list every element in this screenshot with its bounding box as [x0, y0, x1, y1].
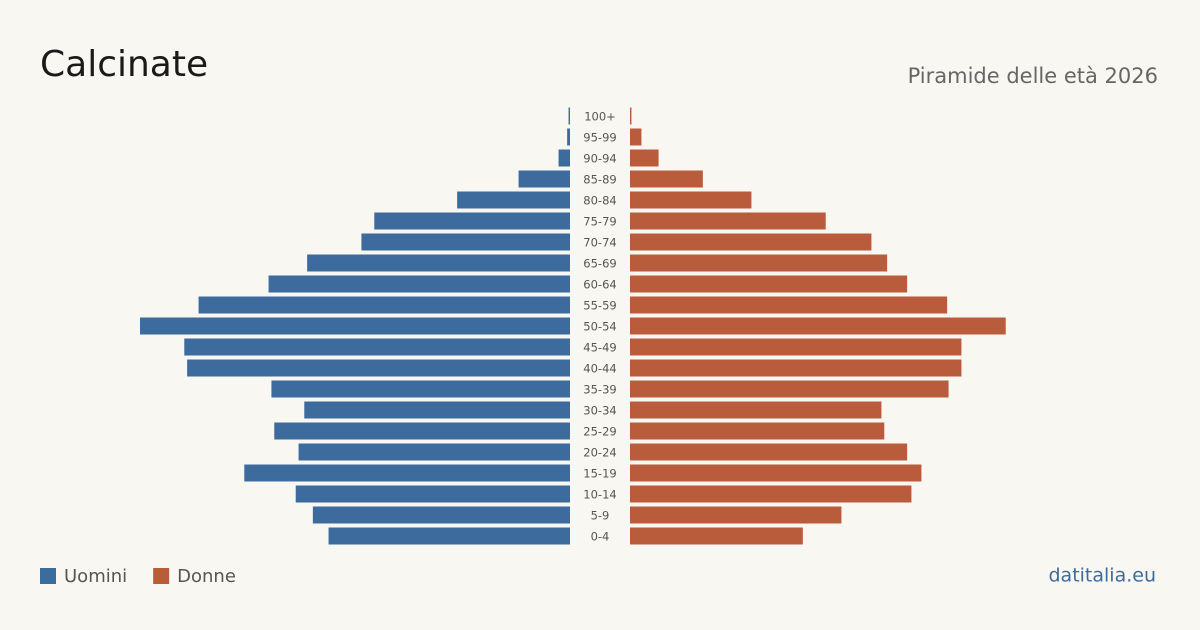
chart-title: Calcinate — [40, 44, 208, 85]
age-label: 40-44 — [583, 362, 616, 376]
age-label: 0-4 — [591, 530, 610, 544]
age-label: 70-74 — [583, 236, 616, 250]
age-label: 60-64 — [583, 278, 616, 292]
age-label: 55-59 — [583, 299, 616, 313]
legend-swatch — [40, 568, 56, 584]
bar — [630, 506, 842, 524]
bar — [274, 422, 570, 440]
age-label: 45-49 — [583, 341, 616, 355]
age-label: 50-54 — [583, 320, 616, 334]
bar — [630, 233, 872, 251]
bar — [630, 401, 882, 419]
bar — [630, 191, 752, 209]
age-label: 35-39 — [583, 383, 616, 397]
bar — [630, 296, 948, 314]
bar — [328, 527, 570, 545]
bar — [630, 149, 659, 167]
bar — [307, 254, 570, 272]
bar — [630, 359, 962, 377]
age-label: 95-99 — [583, 131, 616, 145]
age-label: 20-24 — [583, 446, 616, 460]
source: datitalia.eu — [1049, 565, 1157, 587]
bar — [630, 422, 885, 440]
bar — [567, 128, 570, 146]
bar — [630, 107, 632, 125]
age-label: 100+ — [584, 110, 616, 124]
age-label: 90-94 — [583, 152, 616, 166]
age-label: 80-84 — [583, 194, 616, 208]
bar — [630, 527, 803, 545]
age-label: 15-19 — [583, 467, 616, 481]
bar — [187, 359, 570, 377]
bar — [630, 380, 949, 398]
age-label: 5-9 — [591, 509, 610, 523]
legend-label: Donne — [177, 566, 236, 587]
bar — [630, 254, 888, 272]
age-label: 25-29 — [583, 425, 616, 439]
bar — [268, 275, 570, 293]
age-label: 10-14 — [583, 488, 616, 502]
bar — [558, 149, 570, 167]
bar — [244, 464, 571, 482]
bar — [140, 317, 570, 335]
bar — [630, 275, 908, 293]
age-label: 65-69 — [583, 257, 616, 271]
legend-swatch — [153, 568, 170, 584]
bar — [271, 380, 570, 398]
bar — [298, 443, 570, 461]
bar — [295, 485, 570, 503]
bar — [304, 401, 570, 419]
bar — [630, 317, 1006, 335]
bar — [630, 464, 922, 482]
bar — [374, 212, 570, 230]
bar — [361, 233, 570, 251]
bar — [630, 170, 703, 188]
age-label: 85-89 — [583, 173, 616, 187]
bar — [184, 338, 571, 356]
bar — [630, 128, 642, 146]
bar — [630, 212, 826, 230]
chart-subtitle: Piramide delle età 2026 — [908, 64, 1158, 88]
bar — [312, 506, 570, 524]
age-label: 75-79 — [583, 215, 616, 229]
bar — [568, 107, 570, 125]
age-label: 30-34 — [583, 404, 616, 418]
bar — [630, 443, 908, 461]
bar — [457, 191, 570, 209]
legend-label: Uomini — [64, 566, 127, 587]
bar — [198, 296, 571, 314]
bar — [630, 338, 962, 356]
bar — [518, 170, 570, 188]
bar — [630, 485, 912, 503]
